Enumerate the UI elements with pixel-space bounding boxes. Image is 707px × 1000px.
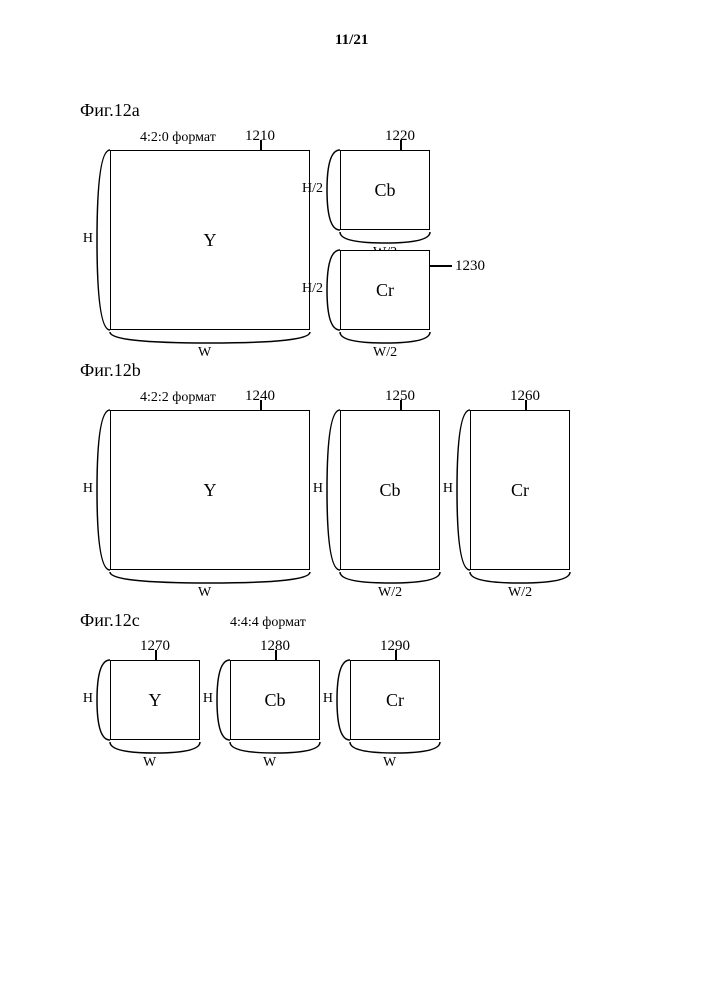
width-label: W/2	[378, 585, 402, 601]
ref-number: 1220	[385, 128, 415, 145]
fig-b-y-box: Y	[110, 410, 310, 570]
width-label: W	[198, 585, 211, 601]
fig-b-cr-box: Cr	[470, 410, 570, 570]
height-label: H/2	[297, 281, 323, 297]
height-label: H	[67, 231, 93, 247]
ref-leader	[430, 265, 452, 267]
fig-a-y-box: Y	[110, 150, 310, 330]
ref-number: 1260	[510, 388, 540, 405]
width-label: W/2	[508, 585, 532, 601]
height-label: H	[67, 691, 93, 707]
fig-c-y-label: Y	[149, 690, 162, 711]
fig-c-cr-label: Cr	[386, 690, 404, 711]
fig-b-y-label: Y	[204, 480, 217, 501]
fig-b-cb-label: Cb	[379, 480, 400, 501]
ref-number: 1270	[140, 638, 170, 655]
width-label: W	[143, 755, 156, 771]
height-brace	[325, 248, 342, 332]
figure-a-format: 4:2:0 формат	[140, 130, 216, 146]
fig-a-cb-label: Cb	[374, 180, 395, 201]
figure-b-format: 4:2:2 формат	[140, 390, 216, 406]
figure-b-title: Фиг.12b	[80, 360, 141, 381]
figure-a-title: Фиг.12a	[80, 100, 140, 121]
height-brace	[95, 148, 112, 332]
height-brace	[335, 658, 352, 742]
fig-a-cb-box: Cb	[340, 150, 430, 230]
height-label: H	[187, 691, 213, 707]
height-brace	[215, 658, 232, 742]
width-label: W	[198, 345, 211, 361]
height-label: H	[307, 691, 333, 707]
ref-number: 1280	[260, 638, 290, 655]
height-label: H	[297, 481, 323, 497]
width-label: W/2	[373, 345, 397, 361]
page-number: 11/21	[335, 32, 368, 49]
height-brace	[95, 658, 112, 742]
figure-c-format: 4:4:4 формат	[230, 615, 306, 631]
height-brace	[95, 408, 112, 572]
fig-a-y-label: Y	[204, 230, 217, 251]
height-label: H	[427, 481, 453, 497]
fig-b-cr-label: Cr	[511, 480, 529, 501]
ref-number: 1210	[245, 128, 275, 145]
height-label: H/2	[297, 181, 323, 197]
fig-a-cr-label: Cr	[376, 280, 394, 301]
width-label: W	[383, 755, 396, 771]
fig-c-cr-box: Cr	[350, 660, 440, 740]
height-brace	[455, 408, 472, 572]
height-brace	[325, 148, 342, 232]
ref-number: 1250	[385, 388, 415, 405]
height-brace	[325, 408, 342, 572]
fig-b-cb-box: Cb	[340, 410, 440, 570]
fig-c-cb-label: Cb	[264, 690, 285, 711]
fig-a-cr-box: Cr	[340, 250, 430, 330]
ref-number: 1230	[455, 258, 485, 275]
width-label: W	[263, 755, 276, 771]
height-label: H	[67, 481, 93, 497]
figure-c-title: Фиг.12c	[80, 610, 140, 631]
ref-number: 1240	[245, 388, 275, 405]
ref-number: 1290	[380, 638, 410, 655]
